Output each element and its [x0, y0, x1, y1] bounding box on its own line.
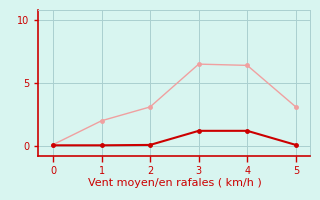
X-axis label: Vent moyen/en rafales ( km/h ): Vent moyen/en rafales ( km/h ) — [88, 178, 261, 188]
